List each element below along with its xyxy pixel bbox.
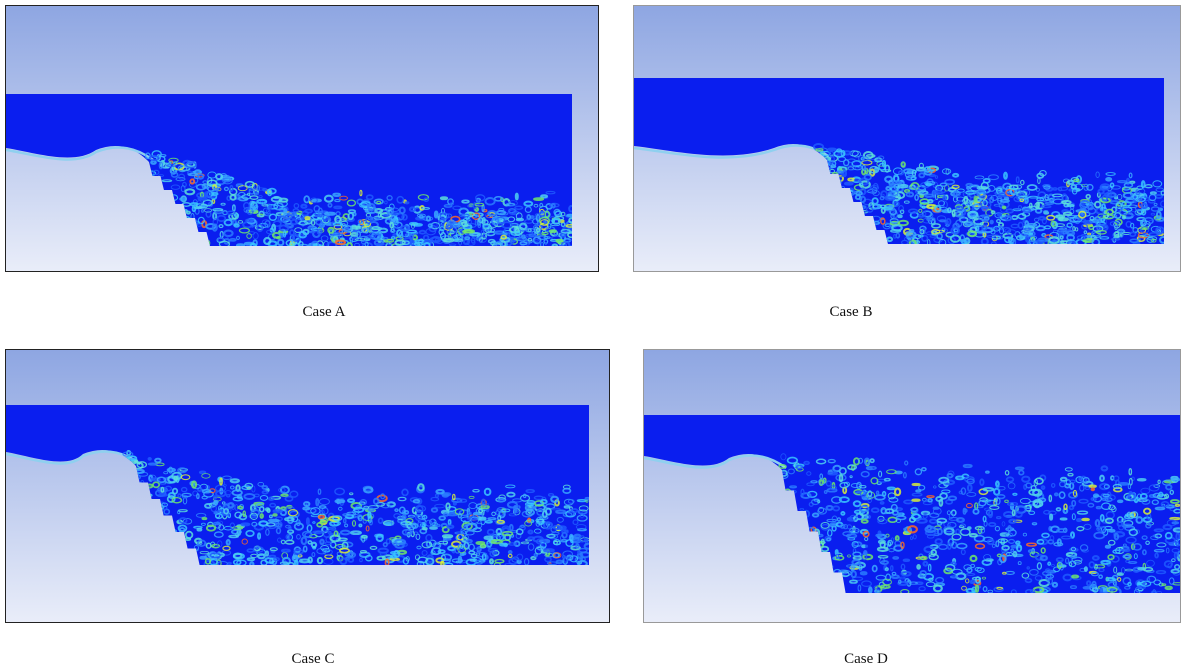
panel-image [5,5,599,272]
caption: Case A [303,304,346,321]
eddy [1092,489,1094,491]
eddy [444,538,450,540]
eddy [241,523,249,525]
panel-image [633,5,1181,272]
eddy [1030,234,1032,236]
eddy [352,227,360,229]
eddy [1003,207,1005,209]
simulation-render [6,350,609,622]
eddy [1082,519,1089,521]
caption: Case D [844,651,888,668]
eddy [461,554,464,556]
eddy [1123,217,1125,219]
eddy [1061,518,1067,520]
eddy [385,523,392,525]
eddy [1116,235,1122,237]
eddy [1077,519,1081,521]
eddy [1106,546,1110,548]
eddy [1067,205,1073,207]
eddy [1172,522,1178,524]
simulation-render [644,350,1180,622]
eddy [284,209,286,214]
panel-image [5,349,610,623]
eddy [430,527,437,529]
panel-image [643,349,1181,623]
simulation-render [6,6,598,271]
eddy [516,194,518,200]
eddy [912,499,920,501]
eddy [1050,515,1052,520]
eddy [1084,587,1091,589]
eddy [423,528,427,530]
eddy [864,551,866,555]
eddy [149,458,151,460]
eddy [313,531,323,533]
eddy [1081,203,1083,205]
eddy [305,217,309,219]
eddy [828,149,836,151]
eddy [277,237,280,239]
eddy [274,510,282,512]
eddy [845,183,853,185]
caption: Case B [830,304,873,321]
eddy [202,205,205,207]
eddy [1138,568,1146,570]
eddy [514,506,516,512]
eddy [920,195,923,197]
eddy [531,216,534,218]
eddy [200,557,206,559]
eddy [1138,479,1146,481]
simulation-render [634,6,1180,271]
eddy [534,198,543,200]
eddy [1109,530,1114,532]
eddy [269,520,279,522]
eddy [159,494,167,496]
eddy [500,544,507,546]
eddy [898,215,901,217]
eddy [180,198,185,200]
eddy [273,514,276,516]
eddy [1118,501,1122,503]
eddy [441,197,447,199]
eddy [454,503,456,505]
caption: Case C [292,651,335,668]
page: Case A Case B Case C Case D (() => { con… [0,0,1184,672]
eddy [912,484,920,486]
